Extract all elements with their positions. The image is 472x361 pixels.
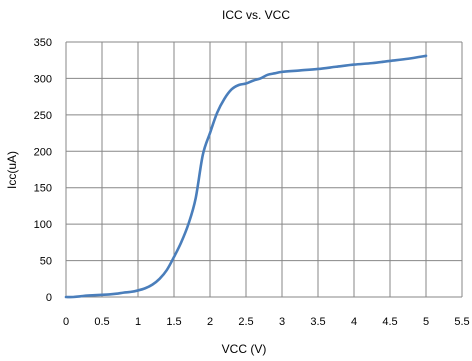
- series-layer: [64, 54, 428, 299]
- x-tick-label: 5: [423, 316, 429, 328]
- axes: [65, 42, 462, 298]
- x-tick-label: 2: [207, 316, 213, 328]
- y-tick-label: 100: [34, 219, 52, 231]
- chart-title: ICC vs. VCC: [222, 8, 290, 22]
- x-tick-label: 4.5: [382, 316, 397, 328]
- x-tick-label: 5.5: [454, 316, 469, 328]
- grid-lines: [66, 41, 463, 297]
- x-tick-label: 0: [63, 316, 69, 328]
- y-tick-label: 350: [34, 37, 52, 49]
- y-tick-label: 150: [34, 183, 52, 195]
- x-tick-label: 2.5: [238, 316, 253, 328]
- y-tick-label: 0: [46, 292, 52, 304]
- y-tick-label: 250: [34, 110, 52, 122]
- x-tick-label: 0.5: [94, 316, 109, 328]
- x-tick-label: 3: [279, 316, 285, 328]
- y-tick-label: 200: [34, 146, 52, 158]
- x-tick-label: 1.5: [166, 316, 181, 328]
- x-tick-label: 3.5: [310, 316, 325, 328]
- x-axis-label: VCC (V): [222, 342, 267, 356]
- series-line: [64, 54, 428, 299]
- y-axis-ticks: 0 50 100 150 200 250 300 350: [34, 37, 52, 304]
- y-tick-label: 50: [40, 256, 52, 268]
- y-tick-label: 300: [34, 73, 52, 85]
- x-tick-label: 4: [351, 316, 357, 328]
- y-axis-label: Icc(uA): [5, 151, 19, 189]
- x-tick-label: 1: [135, 316, 141, 328]
- x-axis-ticks: 0 0.5 1 1.5 2 2.5 3 3.5 4 4.5 5 5.5: [63, 316, 470, 328]
